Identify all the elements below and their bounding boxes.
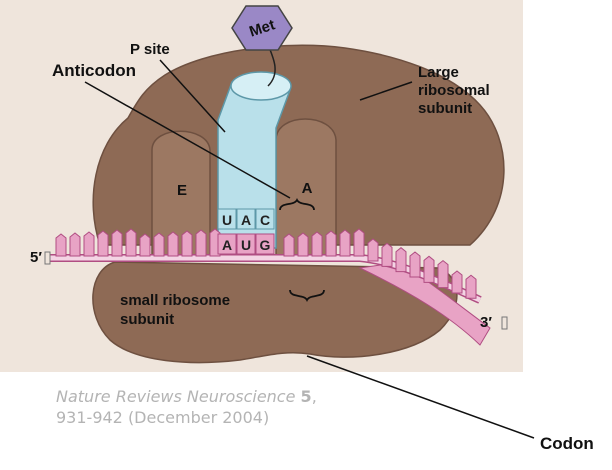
mrna-nucleotide [437, 259, 449, 289]
mrna-nucleotide [283, 233, 295, 257]
mrna-nucleotide [69, 232, 81, 257]
five-prime-end-marker [44, 251, 51, 265]
codon-label: Codon [540, 434, 594, 453]
three-prime-end-marker [501, 316, 508, 330]
mrna-nucleotide [111, 229, 123, 257]
p-site-label: P site [130, 41, 170, 58]
large-subunit-label-line2: ribosomal [418, 82, 490, 99]
mrna-nucleotide [381, 242, 393, 267]
mrna-nucleotide [97, 230, 109, 257]
large-subunit-pointer [359, 81, 413, 101]
mrna-nucleotide [451, 270, 463, 294]
mrna-nucleotide [181, 230, 193, 257]
codon-base-tile [255, 233, 275, 255]
mrna-nucleotide [83, 231, 95, 257]
mrna-nucleotide [195, 229, 207, 257]
trna-top [230, 71, 292, 101]
citation-volume: 5 [300, 387, 312, 406]
small-subunit-brace [289, 289, 325, 303]
five-prime-label: 5′ [30, 249, 42, 266]
mrna-nucleotide [167, 231, 179, 257]
anticodon-label: Anticodon [52, 61, 136, 80]
codon-base: A [222, 237, 232, 253]
citation-pages-date: 931-942 (December 2004) [56, 408, 270, 427]
mrna-nucleotide [367, 238, 379, 262]
mrna-nucleotide [325, 230, 337, 257]
mrna-nucleotide [311, 231, 323, 257]
large-subunit-label-line3: subunit [418, 100, 472, 117]
mrna-nucleotide [395, 247, 407, 273]
citation-journal: Nature Reviews Neuroscience [56, 387, 296, 406]
anticodon-pointer [84, 81, 291, 199]
mrna-nucleotide [423, 255, 435, 283]
a-site-brace [279, 197, 315, 211]
citation: Nature Reviews Neuroscience 5, 931-942 (… [56, 386, 416, 428]
citation-separator: , [311, 387, 317, 406]
mrna-nucleotide [139, 233, 151, 257]
p-site-pointer [159, 59, 226, 133]
anticodon-base-tile [236, 208, 256, 230]
codon-pointer [306, 355, 535, 439]
mrna-nucleotide [297, 232, 309, 257]
anticodon-base-tile [217, 208, 237, 230]
mrna-nucleotide [465, 274, 477, 299]
three-prime-label: 3′ [480, 314, 492, 331]
anticodon-base: A [241, 212, 251, 228]
small-subunit-label-line1: small ribosome [120, 292, 230, 309]
codon-base: G [260, 237, 271, 253]
mrna-nucleotide [339, 229, 351, 257]
mrna-nucleotides [55, 228, 477, 299]
mrna-nucleotide [353, 228, 365, 257]
codon-base: U [241, 237, 251, 253]
small-ribosome-subunit [92, 261, 458, 364]
large-subunit-label-line1: Large [418, 64, 459, 81]
anticodon-base: U [222, 212, 232, 228]
met-hexagon-icon [231, 5, 293, 51]
e-site-tunnel [151, 130, 211, 259]
anticodon-base: C [260, 212, 270, 228]
a-site-label: A [302, 180, 313, 197]
anticodon-base-tile [255, 208, 275, 230]
codon-bases: A U G [217, 233, 275, 255]
mrna-nucleotide [55, 233, 67, 257]
codon-base-tile [217, 233, 237, 255]
mrna-nucleotide [153, 232, 165, 257]
codon-base-tile [236, 233, 256, 255]
a-site-tunnel [275, 118, 337, 259]
e-site-label: E [177, 182, 187, 199]
mrna-nucleotide [125, 228, 137, 257]
mrna-nucleotide [409, 251, 421, 278]
anticodon-bases: U A C [217, 208, 275, 230]
small-subunit-label-line2: subunit [120, 311, 174, 328]
